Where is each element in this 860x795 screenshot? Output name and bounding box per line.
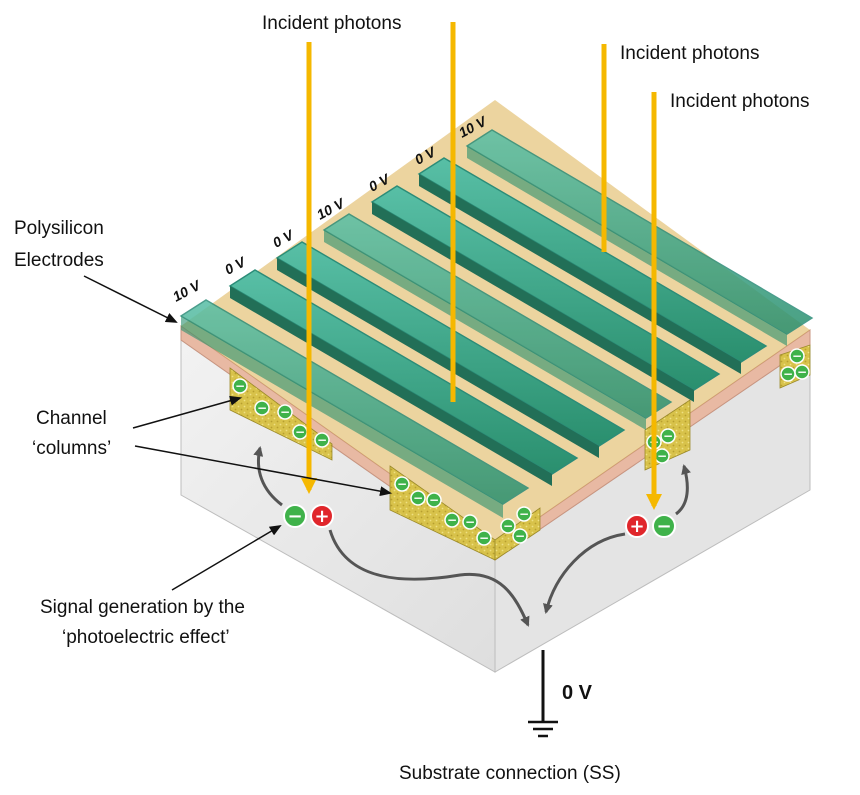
label-electrodes-line1: Polysilicon (14, 218, 104, 239)
label-signal-line2: ‘photoelectric effect’ (62, 627, 230, 648)
electron-charge: − (292, 424, 308, 440)
svg-text:−: − (317, 433, 327, 447)
electron-charge: − (780, 366, 796, 382)
electrode-voltage-2: 0 V (222, 253, 250, 278)
pointer-electrodes (83, 275, 178, 323)
electrode-7 (465, 129, 814, 346)
electron-charge: − (254, 400, 270, 416)
label-electrodes-line2: Electrodes (14, 250, 104, 271)
svg-text:−: − (465, 515, 475, 529)
svg-text:−: − (413, 491, 423, 505)
label-ground-voltage: 0 V (562, 682, 593, 704)
electron-charge: − (232, 378, 248, 394)
svg-text:−: − (397, 477, 407, 491)
electron-charge: − (500, 518, 516, 534)
svg-text:−: − (287, 506, 302, 527)
electron-charge: − (314, 432, 330, 448)
ground-connection (528, 650, 558, 738)
svg-text:−: − (656, 516, 671, 537)
svg-text:−: − (447, 513, 457, 527)
electron-symbol: − (283, 504, 307, 528)
svg-text:−: − (295, 425, 305, 439)
svg-text:+: + (314, 506, 329, 527)
electron-hole-pair-right: + − (625, 514, 676, 538)
electron-charge: − (462, 514, 478, 530)
electron-symbol: − (652, 514, 676, 538)
svg-text:−: − (280, 405, 290, 419)
electron-charge: − (277, 404, 293, 420)
incident-photon-rays (301, 22, 662, 510)
svg-text:−: − (663, 429, 673, 443)
electrode-6 (417, 157, 768, 374)
svg-text:−: − (783, 367, 793, 381)
label-incident-photons-2: Incident photons (620, 43, 759, 64)
electron-charge: − (516, 506, 532, 522)
svg-text:−: − (797, 365, 807, 379)
hole-symbol: + (625, 514, 649, 538)
svg-text:−: − (503, 519, 513, 533)
svg-text:+: + (629, 516, 644, 537)
electron-charge: − (794, 364, 810, 380)
label-substrate-connection: Substrate connection (SS) (399, 763, 621, 784)
electrode-4 (322, 213, 673, 430)
charge-motion-arrows (253, 446, 691, 627)
hole-drift-arrow-left (328, 529, 530, 627)
svg-text:−: − (657, 449, 667, 463)
svg-text:−: − (515, 529, 525, 543)
label-pointers (83, 275, 392, 591)
electrode-1 (179, 299, 530, 518)
hole-drift-arrow-right (543, 532, 626, 614)
svg-text:−: − (519, 507, 529, 521)
svg-text:−: − (792, 349, 802, 363)
svg-text:−: − (257, 401, 267, 415)
electrode-voltage-1: 10 V (170, 276, 204, 304)
electron-drift-arrow-right (675, 464, 691, 516)
electron-drift-arrow-left (253, 446, 283, 507)
electron-charge: − (512, 528, 528, 544)
electron-charge: − (394, 476, 410, 492)
label-channel-line1: Channel (36, 408, 107, 429)
electron-charge: − (476, 530, 492, 546)
text-labels: Incident photons Incident photons Incide… (14, 13, 809, 784)
label-channel-line2: ‘columns’ (32, 438, 111, 459)
electron-charge: − (654, 448, 670, 464)
electron-charge: − (660, 428, 676, 444)
electron-charge: − (426, 492, 442, 508)
label-incident-photons-1: Incident photons (262, 13, 401, 34)
electron-charge: − (410, 490, 426, 506)
pointer-channel-center (134, 445, 392, 497)
pointer-channel-left (132, 395, 242, 429)
electron-hole-pair-left: − + (283, 504, 334, 528)
label-signal-line1: Signal generation by the (40, 597, 245, 618)
electron-charge: − (789, 348, 805, 364)
pointer-signal (171, 524, 282, 591)
electron-charge: − (444, 512, 460, 528)
svg-text:−: − (235, 379, 245, 393)
hole-symbol: + (310, 504, 334, 528)
svg-text:−: − (479, 531, 489, 545)
svg-text:−: − (429, 493, 439, 507)
label-incident-photons-3: Incident photons (670, 91, 809, 112)
